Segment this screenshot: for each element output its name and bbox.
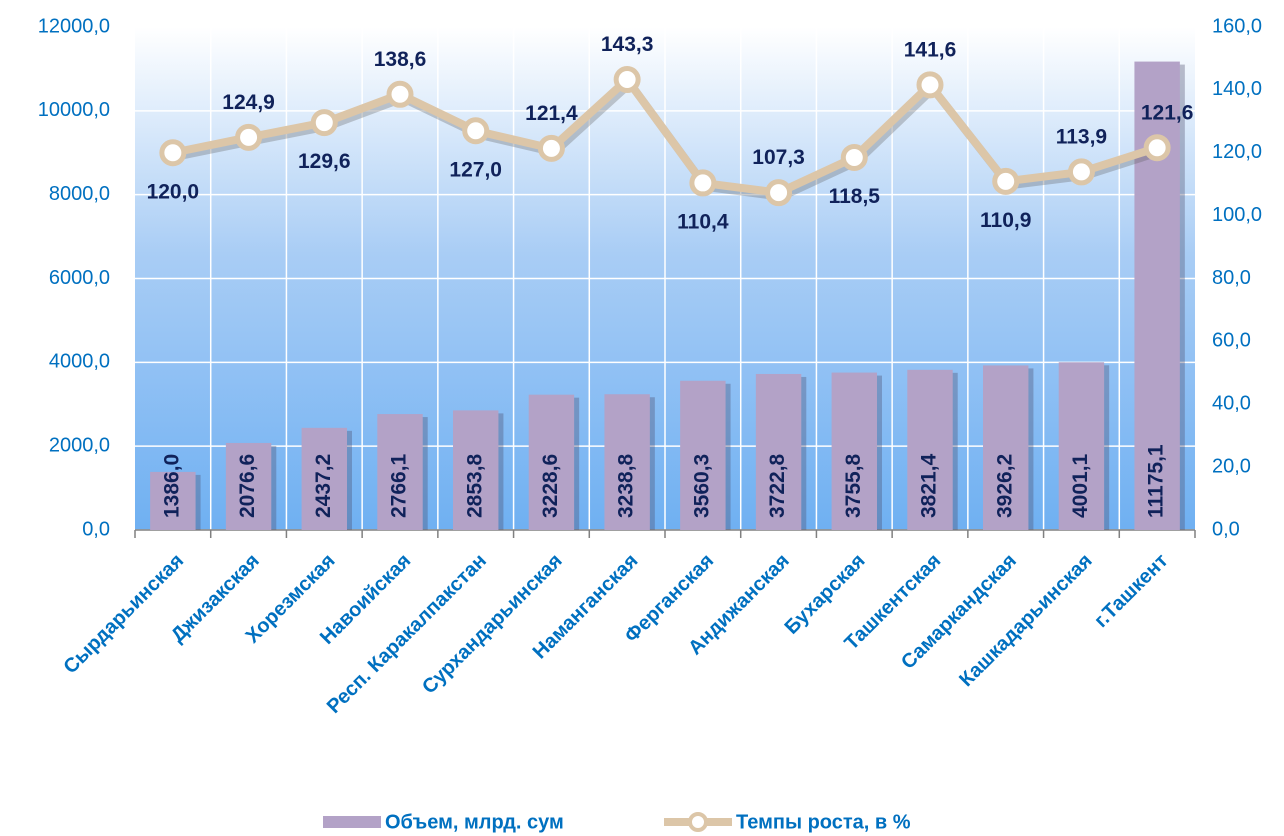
line-marker bbox=[840, 143, 868, 171]
bar-label: 2437,2 bbox=[312, 454, 335, 518]
bar-label: 3560,3 bbox=[690, 454, 713, 518]
y2-tick-label: 160,0 bbox=[1212, 15, 1262, 37]
line-marker bbox=[310, 109, 338, 137]
line-marker bbox=[386, 80, 414, 108]
legend-swatch bbox=[323, 816, 381, 828]
line-label: 118,5 bbox=[829, 185, 881, 208]
y2-tick-label: 100,0 bbox=[1212, 204, 1262, 226]
line-marker bbox=[765, 179, 793, 207]
y-tick-label: 4000,0 bbox=[49, 351, 110, 373]
bar-label: 11175,1 bbox=[1145, 444, 1168, 518]
line-label: 120,0 bbox=[147, 180, 200, 203]
y-tick-label: 2000,0 bbox=[49, 434, 110, 456]
bar bbox=[907, 369, 953, 530]
line-label: 121,4 bbox=[525, 102, 578, 125]
bar-label: 2766,1 bbox=[388, 453, 411, 518]
bar bbox=[983, 365, 1029, 530]
bar bbox=[831, 372, 877, 530]
line-marker bbox=[1067, 158, 1095, 186]
bar bbox=[755, 373, 802, 530]
line-marker bbox=[1143, 134, 1171, 162]
bar-label: 2853,8 bbox=[463, 453, 486, 518]
y2-tick-label: 20,0 bbox=[1212, 455, 1251, 477]
legend-label: Объем, млрд. сум bbox=[385, 811, 564, 833]
line-label: 129,6 bbox=[298, 150, 351, 173]
y2-tick-label: 0,0 bbox=[1212, 518, 1240, 540]
line-label: 143,3 bbox=[601, 33, 654, 56]
line-label: 127,0 bbox=[449, 158, 502, 181]
y-tick-label: 12000,0 bbox=[38, 15, 110, 37]
legend-label: Темпы роста, в % bbox=[736, 811, 911, 833]
y2-tick-label: 120,0 bbox=[1212, 141, 1262, 163]
line-label: 121,6 bbox=[1141, 101, 1194, 124]
line-marker bbox=[159, 139, 187, 167]
y-tick-label: 0,0 bbox=[82, 518, 110, 540]
x-tick-label: Кашкадарьинская bbox=[955, 550, 1096, 691]
y2-tick-label: 60,0 bbox=[1212, 330, 1251, 352]
y2-tick-label: 140,0 bbox=[1212, 78, 1262, 100]
line-marker bbox=[689, 169, 717, 197]
y2-tick-label: 80,0 bbox=[1212, 267, 1251, 289]
bar bbox=[301, 427, 347, 530]
line-marker bbox=[992, 167, 1020, 195]
bar bbox=[604, 394, 650, 530]
bar bbox=[453, 410, 499, 530]
line-label: 110,4 bbox=[677, 210, 729, 233]
line-label: 110,9 bbox=[980, 209, 1031, 232]
bar-label: 1386,0 bbox=[160, 454, 183, 518]
line-label: 107,3 bbox=[752, 146, 805, 169]
bar-label: 3228,6 bbox=[539, 454, 562, 518]
bar-label: 4001,1 bbox=[1069, 453, 1092, 518]
bar-label: 2076,6 bbox=[236, 454, 259, 518]
bar-label: 3238,8 bbox=[615, 453, 638, 518]
bar bbox=[528, 394, 575, 530]
x-tick-label: Сурхандарьинская bbox=[418, 550, 567, 699]
bar bbox=[680, 380, 726, 530]
y2-tick-label: 40,0 bbox=[1212, 393, 1251, 415]
line-label: 113,9 bbox=[1056, 125, 1107, 148]
y-tick-label: 10000,0 bbox=[38, 99, 110, 121]
bar-label: 3926,2 bbox=[993, 454, 1016, 518]
x-tick-label: Сырдарьинская bbox=[60, 550, 189, 679]
bar-label: 3821,4 bbox=[918, 453, 941, 518]
bar bbox=[1058, 362, 1105, 530]
line-marker bbox=[235, 123, 263, 151]
y-tick-label: 8000,0 bbox=[49, 183, 110, 205]
line-marker bbox=[916, 71, 944, 99]
x-tick-label: г.Ташкент bbox=[1090, 550, 1172, 632]
y-tick-label: 6000,0 bbox=[49, 267, 110, 289]
line-marker bbox=[462, 117, 490, 145]
bar-label: 3755,8 bbox=[842, 453, 865, 518]
line-label: 141,6 bbox=[904, 38, 957, 61]
bar bbox=[150, 471, 196, 530]
line-marker bbox=[537, 134, 565, 162]
bar bbox=[225, 442, 272, 530]
line-label: 124,9 bbox=[222, 91, 275, 114]
legend-marker bbox=[688, 812, 708, 832]
line-label: 138,6 bbox=[374, 48, 427, 71]
bar bbox=[377, 414, 423, 530]
line-marker bbox=[613, 66, 641, 94]
bar-label: 3722,8 bbox=[766, 453, 789, 518]
